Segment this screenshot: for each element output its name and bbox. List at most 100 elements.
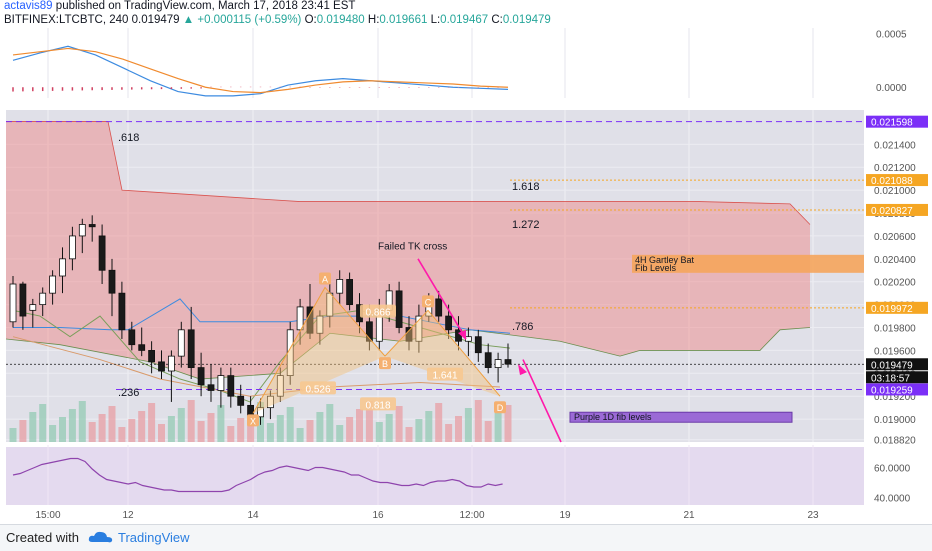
target-arrow-head xyxy=(518,364,527,376)
volume-bar xyxy=(19,420,27,442)
volume-bar xyxy=(158,424,165,442)
macd-tick-label: 0.0000 xyxy=(876,83,907,94)
failed-tk-cross-label: Failed TK cross xyxy=(378,242,447,253)
symbol-name[interactable]: BITFINEX:LTCBTC, 240 xyxy=(4,14,129,26)
price-tick-label: 0.019200 xyxy=(874,392,916,403)
volume-bar xyxy=(227,426,235,442)
candle-body xyxy=(276,375,284,397)
pattern-point-badge xyxy=(422,295,434,308)
volume-bar xyxy=(68,409,76,442)
price-tag-label: 0.019972 xyxy=(871,304,913,315)
purple-fib-label: Purple 1D fib levels xyxy=(574,412,652,422)
volume-bar xyxy=(474,400,482,442)
price-tick-label: 0.019600 xyxy=(874,346,916,357)
volume-bar xyxy=(415,419,423,442)
volume-bar xyxy=(504,405,512,442)
candle-body xyxy=(316,315,324,334)
high-label: H: xyxy=(367,14,380,26)
volume-bar xyxy=(98,414,106,442)
price-tag xyxy=(866,174,928,187)
macd-indicator: 0.0005 0.0000 xyxy=(12,29,907,97)
candle-body xyxy=(187,329,195,368)
price-tag-label: 0.019479 xyxy=(871,360,913,371)
candle-body xyxy=(474,336,482,354)
candle-body xyxy=(19,283,27,317)
candle-body xyxy=(29,304,37,311)
candle-body xyxy=(464,336,472,342)
pattern-point-badge xyxy=(379,357,391,370)
time-tick-label: 12:00 xyxy=(459,510,484,521)
time-tick-label: 23 xyxy=(807,510,819,521)
volume-bar xyxy=(286,407,294,442)
price-tick-label: 0.019000 xyxy=(874,415,916,426)
rsi-tick-label: 40.0000 xyxy=(874,494,911,505)
price-axis: 0.0214000.0212000.0210000.0208000.020600… xyxy=(35,115,928,521)
pattern-point-label: D xyxy=(497,403,504,413)
time-tick-label: 12 xyxy=(122,510,134,521)
up-arrow-icon: ▲ xyxy=(182,14,195,26)
rsi-tick-label: 60.0000 xyxy=(874,464,911,475)
open-label: O: xyxy=(304,14,317,26)
macd-tick-label: 0.0005 xyxy=(876,29,907,40)
volume-bar xyxy=(78,401,86,442)
harmonic-pattern: X A B C D 0.866 0.526 0.818 1.641 xyxy=(247,272,506,427)
close-label: C: xyxy=(491,14,503,26)
volume-bar xyxy=(445,424,453,442)
failed-tk-arrow xyxy=(417,258,467,340)
rsi-line xyxy=(12,457,503,493)
kijun-line xyxy=(13,298,511,334)
pattern-point-label: B xyxy=(382,359,388,369)
author-link[interactable]: actavis89 xyxy=(4,0,53,12)
price-tag-label: 0.021598 xyxy=(871,118,913,129)
time-tick-label: 21 xyxy=(683,510,695,521)
candle-body xyxy=(128,329,136,346)
candle-body xyxy=(365,321,373,342)
candle-body xyxy=(197,367,205,386)
candle-body xyxy=(49,275,56,294)
price-tag xyxy=(866,203,928,216)
volume-bar xyxy=(306,420,314,442)
candle-body xyxy=(336,279,344,294)
gartley-label-line2: Fib Levels xyxy=(635,263,677,273)
fib-ratio-label: 1.272 xyxy=(512,219,540,231)
time-tick-label: 16 xyxy=(372,510,384,521)
pattern-ratio-label: 0.526 xyxy=(305,384,330,395)
volume-bar xyxy=(316,412,324,442)
price-tag-label: 0.020827 xyxy=(871,206,913,217)
price-tick-label: 0.020200 xyxy=(874,278,916,289)
pattern-point-badge xyxy=(494,401,506,414)
annotations: .618 1.618 1.272 .786 .236 Failed TK cross 4H … xyxy=(118,132,864,443)
price-tag xyxy=(866,371,928,384)
macd-line xyxy=(12,45,509,97)
pattern-ratio-badge xyxy=(300,381,336,395)
low-value: 0.019467 xyxy=(440,14,489,26)
fib-ratio-label: 1.618 xyxy=(512,181,540,193)
volume-bar xyxy=(237,418,245,442)
volume-bar xyxy=(365,401,373,442)
price-tick-label: 0.020400 xyxy=(874,255,916,266)
tradingview-brand[interactable]: TradingView xyxy=(118,530,190,545)
symbol-line: BITFINEX:LTCBTC, 240 0.019479 ▲ +0.00011… xyxy=(4,14,551,26)
chikou-line xyxy=(12,336,501,397)
pattern-point-label: C xyxy=(425,297,432,307)
volume-bar xyxy=(484,421,492,442)
volume-bar xyxy=(49,425,57,442)
high-value: 0.019661 xyxy=(379,14,428,26)
price-tick-label: 0.018820 xyxy=(874,436,916,447)
volume-bar xyxy=(167,416,175,442)
price-tag-label: 0.019259 xyxy=(871,385,913,396)
rsi-indicator: 60.0000 40.0000 xyxy=(12,457,911,505)
candle-body xyxy=(257,407,264,418)
price-tag xyxy=(866,115,928,128)
pattern-legs xyxy=(252,286,501,414)
candle-body xyxy=(177,329,185,357)
volume-bar xyxy=(59,417,66,442)
candle-body xyxy=(78,224,86,237)
published-text: published on TradingView.com, March 17, … xyxy=(55,0,356,12)
volume-bar xyxy=(375,422,383,442)
candle-body xyxy=(445,315,453,331)
fib-ratio-label: .236 xyxy=(118,387,139,399)
candle-body xyxy=(227,375,235,397)
volume-bar xyxy=(385,414,393,442)
